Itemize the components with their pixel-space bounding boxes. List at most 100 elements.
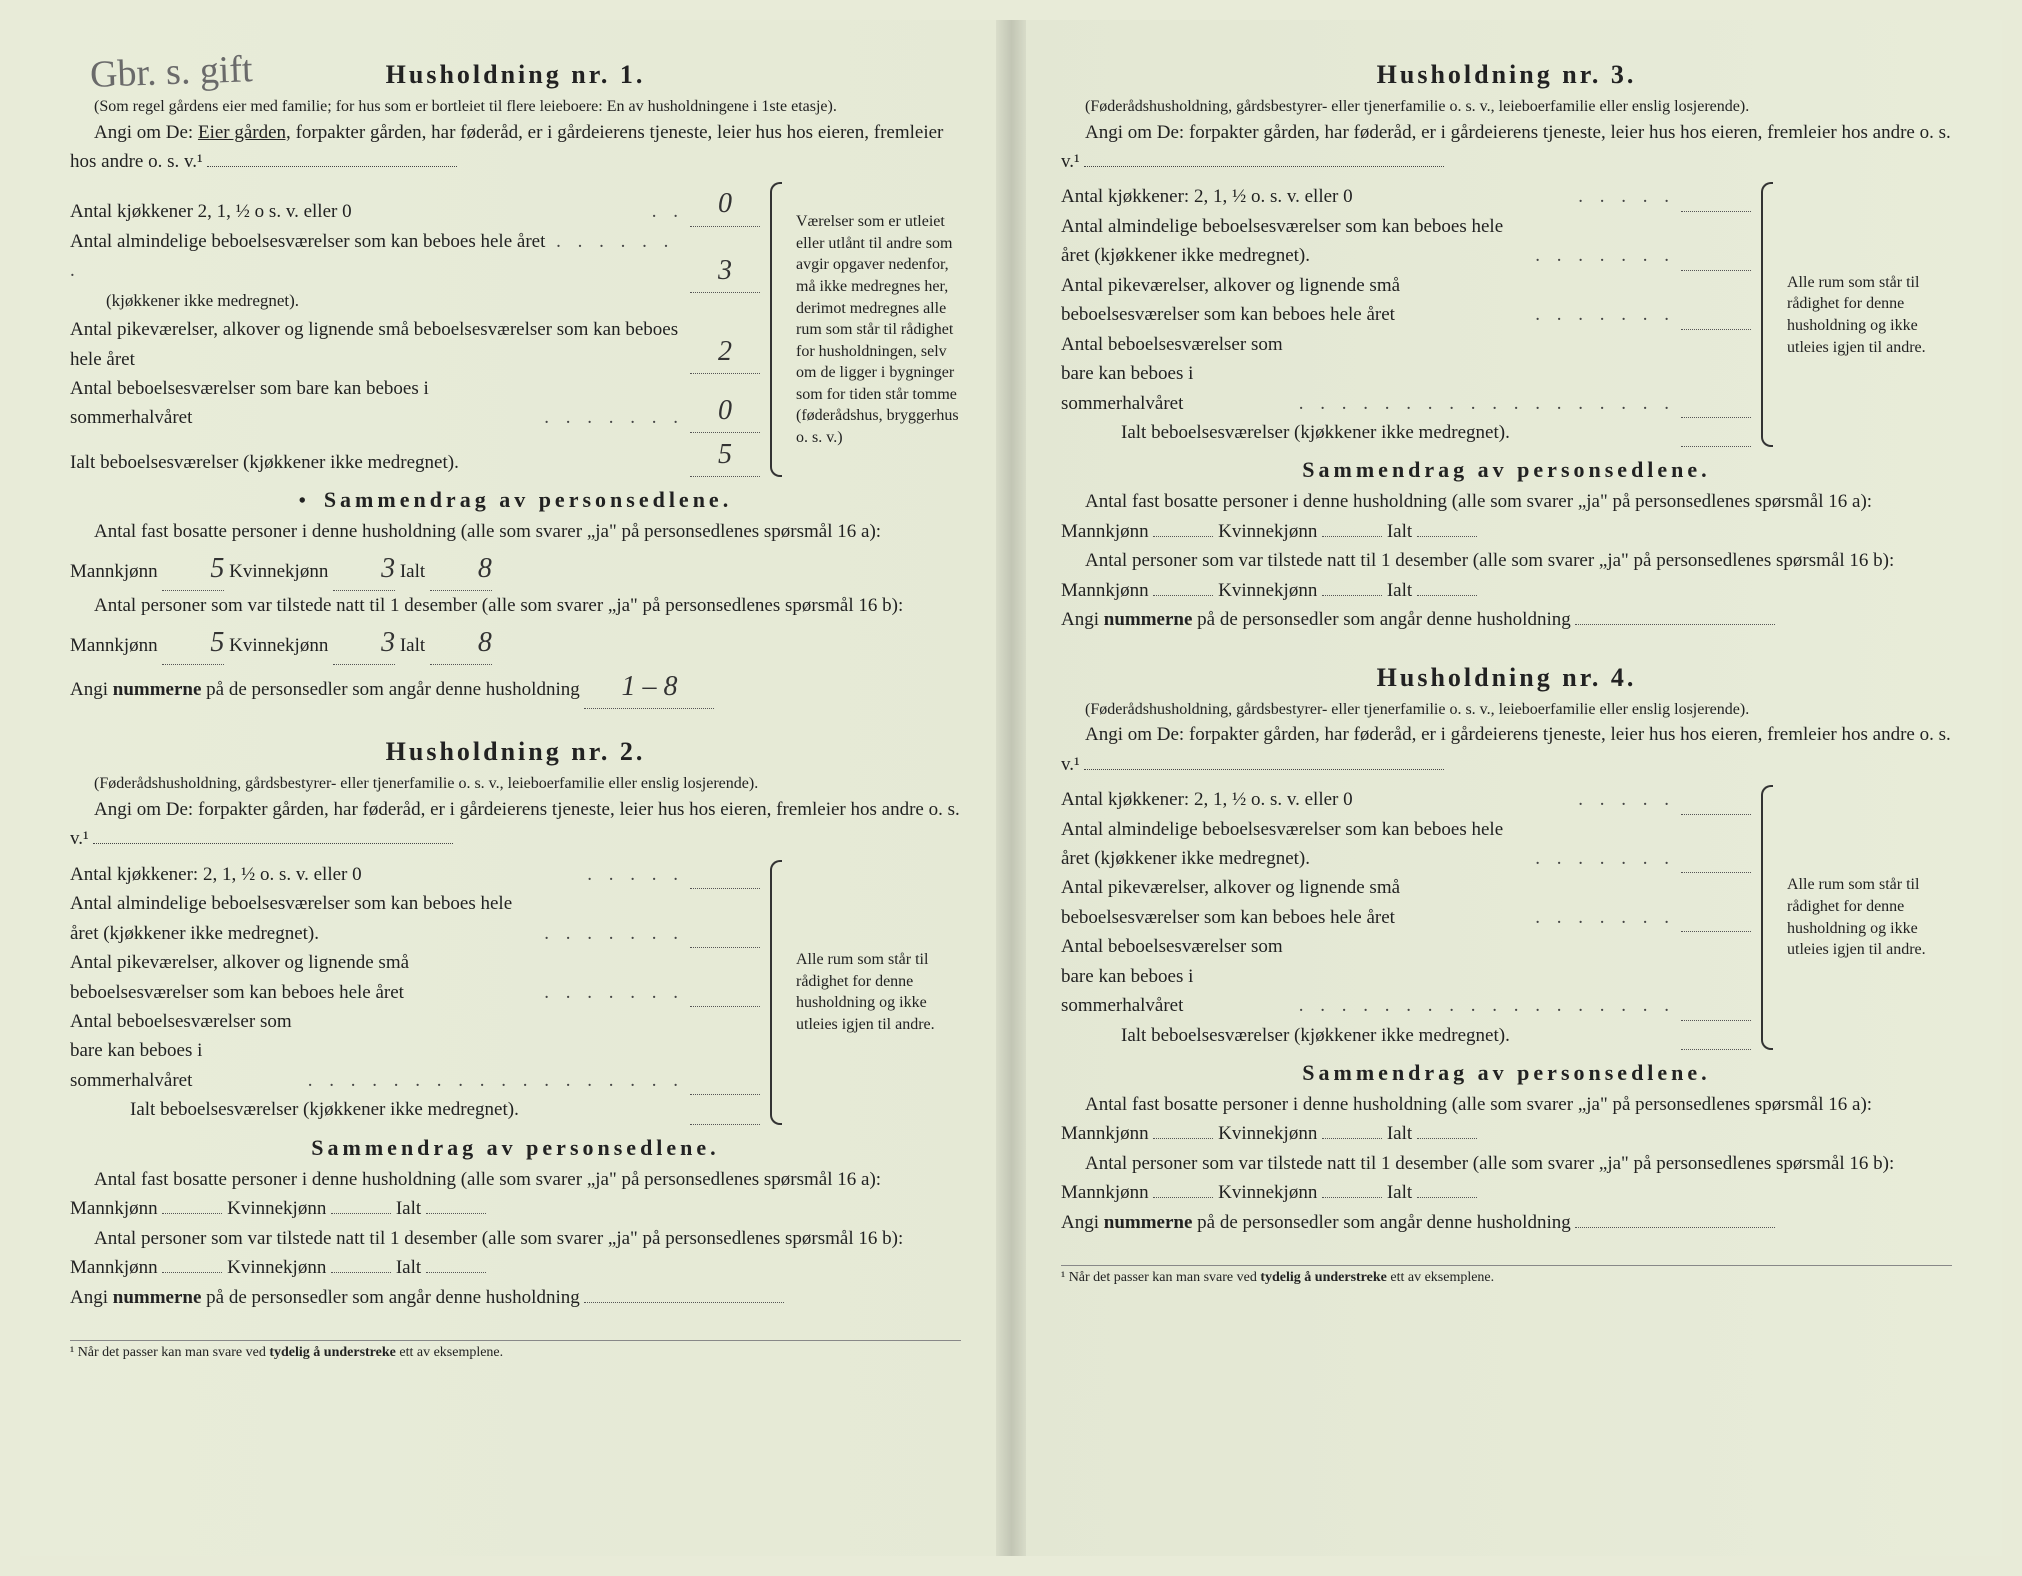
- hand-pike: 2: [718, 330, 732, 373]
- s1-k2: 3: [333, 621, 395, 665]
- s2-num-pre: Angi: [70, 1287, 113, 1308]
- row2-sommer: Antal beboelsesværelser som bare kan beb…: [70, 1007, 760, 1095]
- s2-nums-fill: [584, 1302, 784, 1303]
- hand-k1: 3: [357, 547, 395, 590]
- label3-ialt: Ialt beboelsesværelser (kjøkkener ikke m…: [1061, 418, 1681, 447]
- row2-ialt: Ialt beboelsesværelser (kjøkkener ikke m…: [70, 1095, 760, 1124]
- sammen-4-line2: Antal personer som var tilstede natt til…: [1061, 1149, 1952, 1208]
- sammen-1-nums: Angi nummerne på de personsedler som ang…: [70, 665, 961, 709]
- household-4: Husholdning nr. 4. (Føderådshusholdning,…: [1061, 663, 1952, 1238]
- val3-sommer: [1681, 417, 1751, 418]
- angi-num-rest: på de personsedler som angår denne husho…: [201, 679, 579, 700]
- sammen-3-title: Sammendrag av personsedlene.: [1061, 457, 1952, 483]
- val4-sommer: [1681, 1020, 1751, 1021]
- row2-alm: Antal almindelige beboelsesværelser som …: [70, 889, 760, 948]
- household-2: Husholdning nr. 2. (Føderådshusholdning,…: [70, 737, 961, 1312]
- dots: . . . . . . . . . . . . . . . . . .: [1293, 991, 1681, 1020]
- row4-kjokken: Antal kjøkkener: 2, 1, ½ o. s. v. eller …: [1061, 785, 1751, 814]
- val4-pike: [1681, 931, 1751, 932]
- label4-pike: Antal pikeværelser, alkover og lignende …: [1061, 873, 1529, 932]
- label4-kjokken: Antal kjøkkener: 2, 1, ½ o. s. v. eller …: [1061, 785, 1572, 814]
- label2-kjokken: Antal kjøkkener: 2, 1, ½ o. s. v. eller …: [70, 860, 581, 889]
- val2-pike: [690, 1006, 760, 1007]
- document-spread: Gbr. s. gift Husholdning nr. 1. (Som reg…: [20, 20, 2002, 1556]
- s1-m1: 5: [162, 547, 224, 591]
- s3-num-pre: Angi: [1061, 609, 1104, 630]
- left-page: Gbr. s. gift Husholdning nr. 1. (Som reg…: [20, 20, 1011, 1556]
- val-pike: 2: [690, 330, 760, 374]
- s1-i2: 8: [430, 621, 492, 665]
- hand-alm: 3: [718, 249, 732, 292]
- s3-nums-fill: [1575, 624, 1775, 625]
- hand-i2: 8: [454, 621, 492, 664]
- s1-ialt2: Ialt: [400, 635, 425, 656]
- s4-num-bold: nummerne: [1104, 1212, 1193, 1233]
- side-note-4: Alle rum som står til rådighet for denne…: [1787, 874, 1952, 960]
- row2-pike: Antal pikeværelser, alkover og lignende …: [70, 948, 760, 1007]
- s4-l1: Antal fast bosatte personer i denne hush…: [1061, 1094, 1872, 1144]
- val2-ialt: [690, 1124, 760, 1125]
- household-1-rooms: Antal kjøkkener 2, 1, ½ o s. v. eller 0 …: [70, 182, 961, 477]
- household-1-angi: Angi om De: Eier gården, forpakter gårde…: [70, 118, 961, 177]
- s2-ialt2: Ialt: [396, 1257, 421, 1278]
- angi-eier-underlined: Eier gården,: [198, 122, 291, 143]
- dots: . . . . . . .: [538, 403, 690, 432]
- dots: . . . . . . .: [1529, 300, 1681, 329]
- s2-l1: Antal fast bosatte personer i denne hush…: [70, 1169, 881, 1219]
- row3-pike: Antal pikeværelser, alkover og lignende …: [1061, 271, 1751, 330]
- val-ialt: 5: [690, 433, 760, 477]
- angi-num-pre: Angi: [70, 679, 113, 700]
- hand-i1: 8: [454, 547, 492, 590]
- angi-3-text: Angi om De: forpakter gården, har føderå…: [1061, 122, 1951, 172]
- s2-k2: [331, 1272, 391, 1273]
- row-ialt: Ialt beboelsesværelser (kjøkkener ikke m…: [70, 433, 760, 477]
- s4-ialt: Ialt: [1387, 1123, 1412, 1144]
- household-2-subnote: (Føderådshusholdning, gårdsbestyrer- ell…: [70, 773, 961, 795]
- sammen-4-line1: Antal fast bosatte personer i denne hush…: [1061, 1090, 1952, 1149]
- s4-k2: [1322, 1197, 1382, 1198]
- s4-kv2: Kvinnekjønn: [1218, 1182, 1317, 1203]
- dots: . . . . . . .: [1529, 241, 1681, 270]
- angi-3-fill: [1084, 166, 1444, 167]
- fn-bold: tydelig å understreke: [269, 1345, 396, 1360]
- row3-kjokken: Antal kjøkkener: 2, 1, ½ o. s. v. eller …: [1061, 182, 1751, 211]
- s3-l1: Antal fast bosatte personer i denne hush…: [1061, 491, 1872, 541]
- val-kjokken: 0: [690, 182, 760, 226]
- s2-kv: Kvinnekjønn: [227, 1198, 326, 1219]
- s2-m2: [162, 1272, 222, 1273]
- s4-num-pre: Angi: [1061, 1212, 1104, 1233]
- val-alm: 3: [690, 249, 760, 293]
- val3-alm: [1681, 270, 1751, 271]
- household-4-angi: Angi om De: forpakter gården, har føderå…: [1061, 720, 1952, 779]
- household-2-title: Husholdning nr. 2.: [70, 737, 961, 767]
- val-sommer: 0: [690, 389, 760, 433]
- s3-kv2: Kvinnekjønn: [1218, 580, 1317, 601]
- hand-sommer: 0: [718, 389, 732, 432]
- label2-ialt: Ialt beboelsesværelser (kjøkkener ikke m…: [70, 1095, 690, 1124]
- s1-kv: Kvinnekjønn: [229, 561, 328, 582]
- s4-nums-fill: [1575, 1227, 1775, 1228]
- s3-k1: [1322, 536, 1382, 537]
- sammen-3-line1: Antal fast bosatte personer i denne hush…: [1061, 487, 1952, 546]
- side-note-3: Alle rum som står til rådighet for denne…: [1787, 272, 1952, 358]
- s3-i2: [1417, 595, 1477, 596]
- brace-icon: [1761, 785, 1773, 1050]
- row4-ialt: Ialt beboelsesværelser (kjøkkener ikke m…: [1061, 1021, 1751, 1050]
- dots: . . . . . . . . . . . . . . . . . .: [1293, 389, 1681, 418]
- household-1: Husholdning nr. 1. (Som regel gårdens ei…: [70, 60, 961, 709]
- household-2-angi: Angi om De: forpakter gården, har føderå…: [70, 795, 961, 854]
- row3-ialt: Ialt beboelsesværelser (kjøkkener ikke m…: [1061, 418, 1751, 447]
- label-sommer: Antal beboelsesværelser som bare kan beb…: [70, 374, 538, 433]
- handwritten-annotation: Gbr. s. gift: [89, 47, 253, 97]
- angi-2-text: Angi om De: forpakter gården, har føderå…: [70, 799, 960, 849]
- s4-m2: [1153, 1197, 1213, 1198]
- dots: . . . . . . . . . . . . . . . . . .: [302, 1066, 690, 1095]
- household-3-title: Husholdning nr. 3.: [1061, 60, 1952, 90]
- s1-i1: 8: [430, 547, 492, 591]
- s2-num-rest: på de personsedler som angår denne husho…: [201, 1287, 579, 1308]
- dots: . . . . . . .: [538, 978, 690, 1007]
- row4-alm: Antal almindelige beboelsesværelser som …: [1061, 815, 1751, 874]
- sammen-1-line1: Antal fast bosatte personer i denne hush…: [70, 517, 961, 591]
- s2-ialt: Ialt: [396, 1198, 421, 1219]
- fn-pre-r: ¹ Når det passer kan man svare ved: [1061, 1270, 1260, 1285]
